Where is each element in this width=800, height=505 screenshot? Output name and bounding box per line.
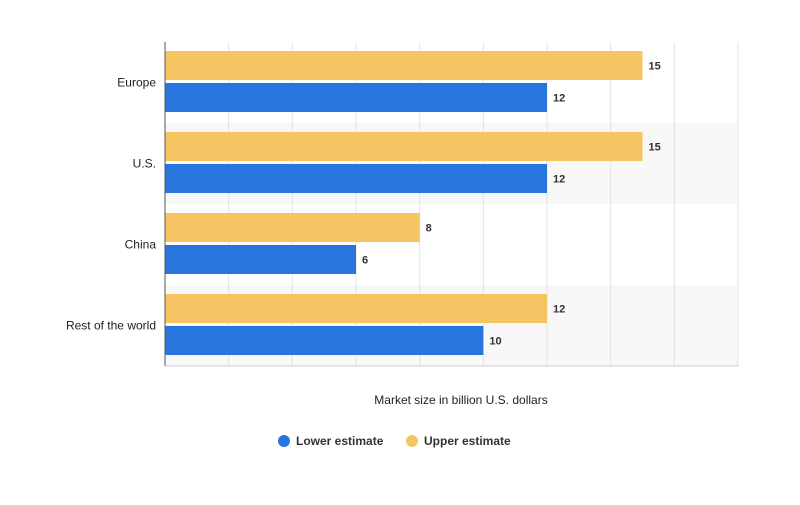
bars [165, 51, 643, 355]
bar-china-lower-estimate[interactable] [165, 245, 356, 274]
value-label-china-lower-estimate: 6 [362, 255, 368, 267]
value-label-europe-upper-estimate: 15 [649, 61, 661, 73]
value-label-rest-of-the-world-lower-estimate: 10 [489, 336, 501, 348]
category-label-u-s: U.S. [133, 157, 156, 171]
legend-label-lower-estimate[interactable]: Lower estimate [296, 434, 384, 448]
value-label-u-s-lower-estimate: 12 [553, 174, 565, 186]
legend-marker-upper-estimate[interactable] [406, 435, 418, 447]
value-labels: 15 12 15 12 8 6 12 10 [362, 61, 661, 348]
legend-marker-lower-estimate[interactable] [278, 435, 290, 447]
value-label-u-s-upper-estimate: 15 [649, 142, 661, 154]
category-label-rest-of-the-world: Rest of the world [66, 319, 156, 333]
bar-europe-lower-estimate[interactable] [165, 83, 547, 112]
x-axis-title: Market size in billion U.S. dollars [374, 393, 547, 407]
value-label-rest-of-the-world-upper-estimate: 12 [553, 304, 565, 316]
bar-u-s-lower-estimate[interactable] [165, 164, 547, 193]
category-label-china: China [125, 238, 157, 252]
category-labels: Europe U.S. China Rest of the world [66, 76, 156, 333]
legend: Lower estimate Upper estimate [278, 434, 511, 448]
bar-europe-upper-estimate[interactable] [165, 51, 643, 80]
bar-china-upper-estimate[interactable] [165, 213, 420, 242]
bar-u-s-upper-estimate[interactable] [165, 132, 643, 161]
bar-rest-of-the-world-lower-estimate[interactable] [165, 326, 484, 355]
category-label-europe: Europe [117, 76, 156, 90]
value-label-china-upper-estimate: 8 [426, 223, 432, 235]
bar-rest-of-the-world-upper-estimate[interactable] [165, 294, 547, 323]
legend-label-upper-estimate[interactable]: Upper estimate [424, 434, 511, 448]
value-label-europe-lower-estimate: 12 [553, 93, 565, 105]
